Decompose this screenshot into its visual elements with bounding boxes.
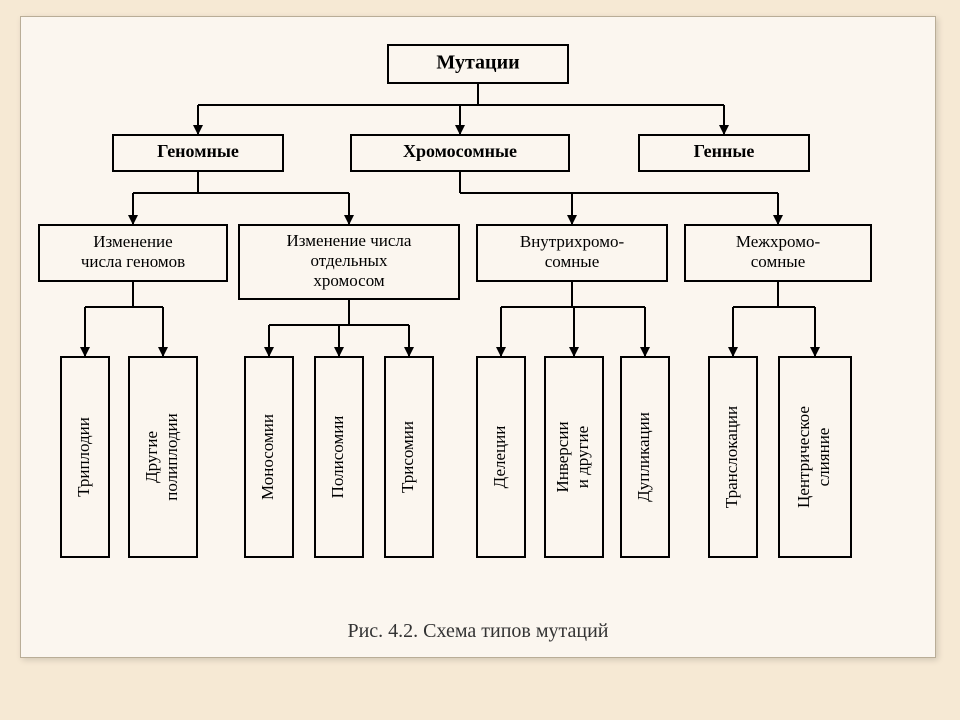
node-label: Инверсии bbox=[553, 421, 572, 492]
node-label: Моносомии bbox=[258, 414, 277, 500]
node-root: Мутации bbox=[388, 45, 568, 83]
node-label: Внутрихромо- bbox=[520, 232, 625, 251]
node-leaf2: Другиеполиплодии bbox=[129, 357, 197, 557]
node-label: Геномные bbox=[157, 141, 239, 161]
node-L2d: Межхромо-сомные bbox=[685, 225, 871, 281]
node-label: и другие bbox=[573, 426, 592, 488]
node-label: Дупликации bbox=[634, 412, 653, 502]
node-label: Триплодии bbox=[74, 417, 93, 497]
node-L2b: Изменение числаотдельныххромосом bbox=[239, 225, 459, 299]
node-L2c: Внутрихромо-сомные bbox=[477, 225, 667, 281]
node-label: полиплодии bbox=[162, 413, 181, 500]
diagram-page: Мутации Геномные Хромосомные Генные Изменени… bbox=[20, 16, 936, 658]
node-label: Мутации bbox=[436, 52, 519, 74]
node-leaf4: Полисомии bbox=[315, 357, 363, 557]
node-label: сомные bbox=[751, 252, 806, 271]
figure-caption: Рис. 4.2. Схема типов мутаций bbox=[347, 620, 608, 642]
node-label: Полисомии bbox=[328, 416, 347, 499]
node-label: Изменение bbox=[93, 232, 172, 251]
node-label: Изменение числа bbox=[287, 231, 412, 250]
node-L1b: Хромосомные bbox=[351, 135, 569, 171]
node-label: Межхромо- bbox=[736, 232, 821, 251]
node-label: Другие bbox=[142, 431, 161, 483]
node-label: числа геномов bbox=[81, 252, 185, 271]
node-label: Трисомии bbox=[398, 421, 417, 493]
node-leaf10: Центрическоеслияние bbox=[779, 357, 851, 557]
node-leaf5: Трисомии bbox=[385, 357, 433, 557]
node-leaf9: Транслокации bbox=[709, 357, 757, 557]
node-label: хромосом bbox=[313, 271, 385, 290]
node-label: отдельных bbox=[311, 251, 388, 270]
node-label: сомные bbox=[545, 252, 600, 271]
node-leaf7: Инверсиии другие bbox=[545, 357, 603, 557]
node-L1a: Геномные bbox=[113, 135, 283, 171]
node-leaf1: Триплодии bbox=[61, 357, 109, 557]
node-L2a: Изменениечисла геномов bbox=[39, 225, 227, 281]
node-label: Делеции bbox=[490, 426, 509, 489]
node-leaf3: Моносомии bbox=[245, 357, 293, 557]
node-label: Генные bbox=[694, 141, 755, 161]
node-leaf6: Делеции bbox=[477, 357, 525, 557]
diagram-svg: Мутации Геномные Хромосомные Генные Изменени… bbox=[21, 17, 935, 657]
node-L1c: Генные bbox=[639, 135, 809, 171]
node-label: Центрическое bbox=[794, 406, 813, 508]
node-label: Транслокации bbox=[722, 406, 741, 508]
node-label: слияние bbox=[814, 428, 833, 487]
node-leaf8: Дупликации bbox=[621, 357, 669, 557]
node-label: Хромосомные bbox=[403, 141, 517, 161]
